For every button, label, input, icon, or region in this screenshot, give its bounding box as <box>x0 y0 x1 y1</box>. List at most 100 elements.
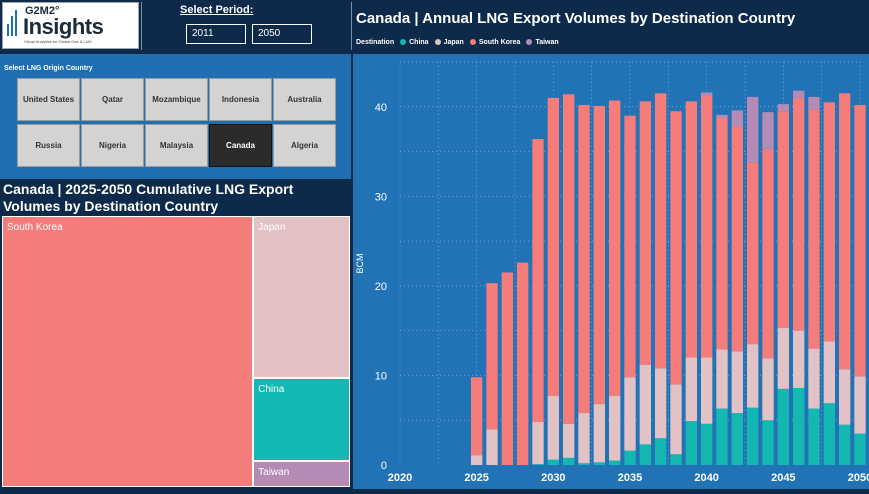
origin-button-nigeria[interactable]: Nigeria <box>81 124 144 167</box>
bar-taiwan-2047[interactable] <box>808 96 820 110</box>
bar-south-korea-2029[interactable] <box>532 139 544 423</box>
bar-china-2040[interactable] <box>700 423 713 465</box>
bar-japan-2049[interactable] <box>838 369 851 425</box>
bar-taiwan-2041[interactable] <box>716 114 728 118</box>
bar-japan-2033[interactable] <box>593 404 606 463</box>
bar-china-2037[interactable] <box>654 438 667 465</box>
period-end-input[interactable]: 2050 <box>252 24 312 44</box>
origin-button-australia[interactable]: Australia <box>273 78 336 121</box>
bar-japan-2040[interactable] <box>700 357 713 424</box>
bar-china-2041[interactable] <box>716 408 728 465</box>
bar-taiwan-2044[interactable] <box>762 112 774 149</box>
bar-japan-2032[interactable] <box>578 413 590 464</box>
bar-china-2046[interactable] <box>792 387 805 465</box>
bar-south-korea-2028[interactable] <box>516 262 529 465</box>
bar-japan-2025[interactable] <box>470 455 483 465</box>
bar-japan-2030[interactable] <box>547 396 560 460</box>
bar-china-2049[interactable] <box>838 424 851 465</box>
bar-china-2034[interactable] <box>608 460 621 465</box>
bar-japan-2034[interactable] <box>608 396 621 461</box>
bar-south-korea-2049[interactable] <box>838 93 851 370</box>
bar-japan-2050[interactable] <box>854 376 866 434</box>
bar-china-2031[interactable] <box>562 457 575 465</box>
bar-south-korea-2027[interactable] <box>501 272 514 465</box>
bar-japan-2026[interactable] <box>486 429 498 465</box>
origin-button-indonesia[interactable]: Indonesia <box>209 78 272 121</box>
bar-taiwan-2043[interactable] <box>746 96 759 163</box>
bar-south-korea-2043[interactable] <box>746 162 759 345</box>
bar-south-korea-2038[interactable] <box>670 111 682 385</box>
bar-south-korea-2035[interactable] <box>624 115 636 378</box>
bar-china-2039[interactable] <box>685 421 698 465</box>
bar-south-korea-2042[interactable] <box>731 126 744 352</box>
bar-south-korea-2040[interactable] <box>700 96 713 358</box>
bar-south-korea-2045[interactable] <box>777 111 790 328</box>
treemap-tile-south-korea[interactable]: South Korea <box>2 216 254 487</box>
bar-south-korea-2026[interactable] <box>486 283 498 430</box>
treemap-tile-japan[interactable]: Japan <box>253 216 350 378</box>
bar-china-2044[interactable] <box>762 420 774 465</box>
treemap-tile-china[interactable]: China <box>253 377 350 461</box>
bar-south-korea-2033[interactable] <box>593 105 606 405</box>
bar-south-korea-2030[interactable] <box>547 97 560 397</box>
period-start-input[interactable]: 2011 <box>186 24 246 44</box>
bar-japan-2037[interactable] <box>654 368 667 439</box>
origin-button-russia[interactable]: Russia <box>17 124 80 167</box>
bar-south-korea-2050[interactable] <box>854 104 866 377</box>
bar-china-2043[interactable] <box>746 407 759 465</box>
bar-china-2033[interactable] <box>593 462 606 465</box>
bar-south-korea-2041[interactable] <box>716 117 728 350</box>
bar-china-2042[interactable] <box>731 413 744 465</box>
bar-south-korea-2048[interactable] <box>823 102 836 342</box>
bar-south-korea-2034[interactable] <box>608 100 621 397</box>
bar-south-korea-2046[interactable] <box>792 97 805 331</box>
origin-button-algeria[interactable]: Algeria <box>273 124 336 167</box>
bar-japan-2041[interactable] <box>716 349 728 409</box>
origin-button-mozambique[interactable]: Mozambique <box>145 78 208 121</box>
legend-item-japan[interactable]: Japan <box>434 39 464 46</box>
legend-item-south-korea[interactable]: South Korea <box>469 39 520 46</box>
bar-china-2035[interactable] <box>624 450 636 465</box>
bar-china-2047[interactable] <box>808 408 820 465</box>
bar-japan-2036[interactable] <box>639 364 652 445</box>
bar-japan-2039[interactable] <box>685 357 698 422</box>
bar-china-2029[interactable] <box>532 464 544 465</box>
bar-south-korea-2031[interactable] <box>562 94 575 424</box>
bar-south-korea-2025[interactable] <box>470 377 483 456</box>
bar-japan-2046[interactable] <box>792 330 805 388</box>
bar-taiwan-2040[interactable] <box>700 92 713 97</box>
bar-japan-2045[interactable] <box>777 327 790 389</box>
origin-button-united-states[interactable]: United States <box>17 78 80 121</box>
bar-south-korea-2036[interactable] <box>639 101 652 365</box>
bar-japan-2048[interactable] <box>823 341 836 404</box>
bar-taiwan-2045[interactable] <box>777 104 790 112</box>
bar-south-korea-2037[interactable] <box>654 93 667 369</box>
bar-china-2048[interactable] <box>823 403 836 465</box>
bar-china-2045[interactable] <box>777 388 790 465</box>
bar-south-korea-2047[interactable] <box>808 109 820 349</box>
bar-japan-2042[interactable] <box>731 351 744 414</box>
bar-japan-2031[interactable] <box>562 423 575 458</box>
origin-button-malaysia[interactable]: Malaysia <box>145 124 208 167</box>
bar-china-2050[interactable] <box>854 433 866 465</box>
origin-button-canada[interactable]: Canada <box>209 124 272 167</box>
bar-china-2036[interactable] <box>639 444 652 465</box>
bar-japan-2035[interactable] <box>624 377 636 451</box>
bar-japan-2038[interactable] <box>670 384 682 455</box>
bar-china-2032[interactable] <box>578 463 590 465</box>
origin-button-qatar[interactable]: Qatar <box>81 78 144 121</box>
treemap-tile-taiwan[interactable]: Taiwan <box>253 460 350 487</box>
bar-taiwan-2042[interactable] <box>731 110 744 127</box>
legend-item-taiwan[interactable]: Taiwan <box>526 39 559 46</box>
bar-taiwan-2046[interactable] <box>792 90 805 98</box>
bar-japan-2047[interactable] <box>808 348 820 409</box>
bar-south-korea-2039[interactable] <box>685 101 698 358</box>
bar-japan-2044[interactable] <box>762 358 774 421</box>
bar-south-korea-2044[interactable] <box>762 148 774 359</box>
bar-japan-2043[interactable] <box>746 344 759 408</box>
bar-japan-2029[interactable] <box>532 422 544 465</box>
bar-china-2030[interactable] <box>547 459 560 465</box>
bar-china-2038[interactable] <box>670 454 682 465</box>
bar-south-korea-2032[interactable] <box>578 104 590 414</box>
legend-item-china[interactable]: China <box>400 39 429 46</box>
